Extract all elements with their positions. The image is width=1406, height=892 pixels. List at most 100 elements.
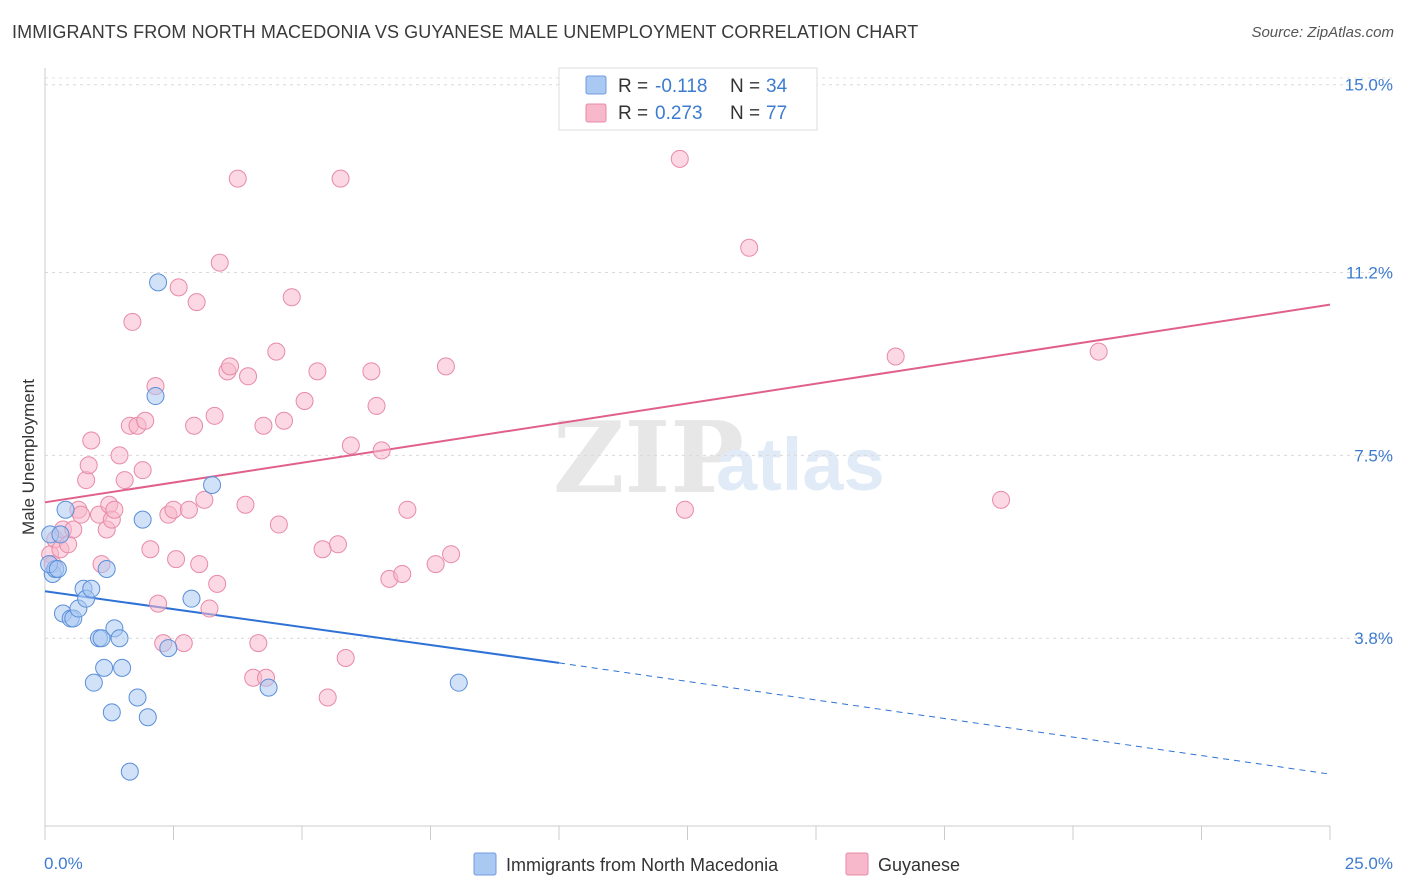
bottom-legend-label-north-macedonia: Immigrants from North Macedonia	[506, 855, 779, 875]
point-guyanese-35	[185, 416, 204, 435]
point-guyanese-11	[82, 431, 101, 450]
point-guyanese-50	[254, 416, 273, 435]
point-guyanese-39	[200, 599, 219, 618]
point-guyanese-32	[169, 278, 188, 297]
trend-line-extension-0	[558, 662, 1331, 775]
y-tick-label-2: 11.2%	[1346, 264, 1393, 283]
legend-r-value-2: 0.273	[655, 103, 703, 124]
grid	[45, 77, 1392, 639]
point-guyanese-10	[79, 456, 98, 475]
point-guyanese-63	[341, 436, 360, 455]
x-tick-label-max: 25.0%	[1345, 854, 1393, 873]
point-guyanese-66	[372, 441, 391, 460]
point-guyanese-74	[675, 500, 694, 519]
legend-n-label-2: N =	[730, 103, 760, 124]
point-north-macedonia-12	[84, 673, 103, 692]
point-guyanese-18	[110, 446, 129, 465]
point-guyanese-37	[190, 555, 209, 574]
point-north-macedonia-11	[82, 579, 101, 598]
watermark-atlas: atlas	[716, 423, 885, 506]
point-guyanese-25	[141, 540, 160, 559]
point-guyanese-75	[740, 238, 759, 257]
point-guyanese-44	[221, 357, 240, 376]
legend-n-label-1: N =	[730, 76, 760, 97]
point-guyanese-49	[249, 634, 268, 653]
bottom-legend-swatch-north-macedonia	[473, 852, 497, 876]
point-guyanese-56	[295, 391, 314, 410]
point-north-macedonia-17	[102, 703, 121, 722]
point-guyanese-40	[205, 406, 224, 425]
point-guyanese-46	[236, 495, 255, 514]
bottom-legend: Immigrants from North Macedonia Guyanese	[473, 852, 960, 876]
point-north-macedonia-14	[92, 629, 111, 648]
y-tick-label-0: 3.8%	[1354, 629, 1393, 648]
point-guyanese-59	[318, 688, 337, 707]
point-north-macedonia-21	[120, 762, 139, 781]
point-guyanese-58	[313, 540, 332, 559]
tick-labels: 3.8% 7.5% 11.2% 15.0% 0.0% 25.0%	[44, 76, 1393, 873]
point-guyanese-38	[195, 490, 214, 509]
point-guyanese-71	[436, 357, 455, 376]
point-north-macedonia-24	[138, 708, 157, 727]
point-guyanese-9	[77, 471, 96, 490]
point-north-macedonia-31	[449, 673, 468, 692]
point-north-macedonia-30	[259, 678, 278, 697]
point-guyanese-42	[210, 253, 229, 272]
point-guyanese-34	[179, 500, 198, 519]
point-north-macedonia-19	[110, 629, 129, 648]
point-guyanese-62	[336, 648, 355, 667]
x-tick-label-min: 0.0%	[44, 854, 83, 873]
legend-r-label-1: R =	[618, 76, 648, 97]
point-north-macedonia-29	[203, 476, 222, 495]
point-north-macedonia-23	[133, 510, 152, 529]
point-guyanese-27	[149, 594, 168, 613]
legend-r-label-2: R =	[618, 103, 648, 124]
source-label: Source: ZipAtlas.com	[1251, 24, 1394, 41]
legend-n-value-2: 77	[766, 103, 787, 124]
point-guyanese-36	[187, 293, 206, 312]
point-north-macedonia-3	[51, 525, 70, 544]
point-north-macedonia-4	[56, 500, 75, 519]
point-guyanese-23	[133, 461, 152, 480]
legend-r-value-1: -0.118	[655, 76, 707, 97]
point-north-macedonia-20	[113, 658, 132, 677]
point-guyanese-45	[228, 169, 247, 188]
point-guyanese-47	[239, 367, 258, 386]
point-guyanese-69	[398, 500, 417, 519]
point-guyanese-70	[426, 555, 445, 574]
point-north-macedonia-16	[97, 560, 116, 579]
point-guyanese-52	[267, 342, 286, 361]
point-guyanese-33	[174, 634, 193, 653]
point-north-macedonia-28	[182, 589, 201, 608]
point-guyanese-54	[275, 411, 294, 430]
point-north-macedonia-26	[149, 273, 168, 292]
point-guyanese-77	[992, 490, 1011, 509]
point-guyanese-78	[1089, 342, 1108, 361]
y-axis-title: Male Unemployment	[19, 379, 38, 535]
y-tick-label-1: 7.5%	[1354, 446, 1393, 465]
axes	[44, 68, 1331, 840]
point-guyanese-57	[308, 362, 327, 381]
data-points	[40, 149, 1108, 781]
legend-n-value-1: 34	[766, 76, 788, 97]
bottom-legend-label-guyanese: Guyanese	[878, 855, 960, 875]
point-north-macedonia-15	[95, 658, 114, 677]
point-guyanese-72	[442, 545, 461, 564]
point-north-macedonia-25	[146, 387, 165, 406]
legend-swatch-north-macedonia	[585, 75, 607, 95]
point-guyanese-61	[331, 169, 350, 188]
trend-line-1	[44, 303, 1331, 504]
point-guyanese-19	[115, 471, 134, 490]
point-guyanese-65	[367, 396, 386, 415]
stats-legend: R = -0.118 N = 34 R = 0.273 N = 77	[558, 67, 818, 131]
bottom-legend-swatch-guyanese	[845, 852, 869, 876]
point-guyanese-73	[670, 149, 689, 168]
watermark: ZIP atlas	[553, 401, 885, 516]
point-guyanese-24	[136, 411, 155, 430]
point-north-macedonia-33	[48, 560, 67, 579]
point-guyanese-53	[269, 515, 288, 534]
point-guyanese-64	[362, 362, 381, 381]
point-guyanese-60	[328, 535, 347, 554]
point-guyanese-17	[105, 500, 124, 519]
